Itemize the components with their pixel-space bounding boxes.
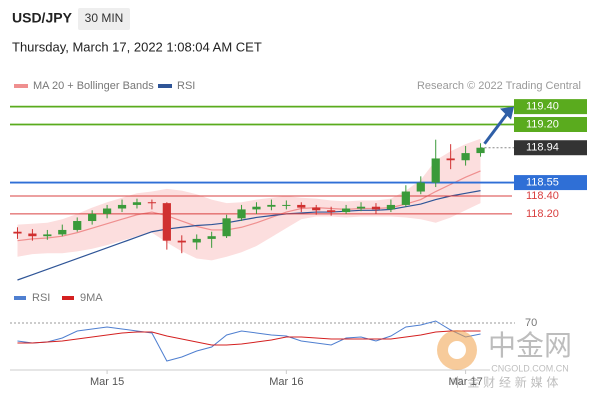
level-label: 119.40 xyxy=(526,101,559,113)
candle-body xyxy=(341,208,351,213)
candle-body xyxy=(297,204,306,208)
candle-body xyxy=(58,229,67,235)
candle-body xyxy=(222,218,231,237)
legend-label: RSI xyxy=(177,80,195,92)
candle-body xyxy=(401,191,410,205)
candle-body xyxy=(461,153,470,161)
forecast-arrow-head xyxy=(500,106,514,120)
legend-swatch xyxy=(14,84,28,88)
x-tick-label: Mar 17 xyxy=(448,376,482,388)
datetime: Thursday, March 17, 2022 1:08:04 AM CET xyxy=(12,39,262,54)
candle-body xyxy=(416,182,425,192)
candle-body xyxy=(207,236,216,239)
candle-body xyxy=(356,206,366,209)
candle-body xyxy=(28,233,37,237)
watermark-tagline: 中 金 财 经 新 媒 体 xyxy=(452,375,559,390)
indicator-line xyxy=(17,330,481,346)
y-tick-label: 70 xyxy=(525,317,537,329)
timeframe-box xyxy=(78,8,130,30)
level-label-box xyxy=(514,175,587,191)
candle-body xyxy=(132,202,142,205)
x-tick-label: Mar 16 xyxy=(269,376,303,388)
candle-body xyxy=(237,209,246,219)
level-label: 118.20 xyxy=(526,208,559,220)
level-label-box xyxy=(514,140,587,156)
candle-body xyxy=(88,213,97,222)
level-label: 118.55 xyxy=(526,176,559,188)
candle-body xyxy=(13,231,22,234)
candle-body xyxy=(371,206,381,210)
candle-body xyxy=(117,204,127,209)
candle-body xyxy=(147,202,157,204)
level-label-box xyxy=(514,116,587,132)
credit: Research © 2022 Trading Central xyxy=(417,80,581,92)
candle-body xyxy=(102,208,112,214)
candle-body xyxy=(312,207,321,211)
level-label: 118.40 xyxy=(526,190,559,202)
level-label: 119.20 xyxy=(526,118,559,130)
level-label-box xyxy=(514,99,587,115)
watermark: 中金网 CNGOLD.COM.CN 中 金 财 经 新 媒 体 xyxy=(437,329,572,390)
candle-body xyxy=(177,240,186,243)
forecast-arrow xyxy=(483,111,510,145)
symbol: USD/JPY xyxy=(12,10,73,26)
candle-body xyxy=(327,210,336,213)
legend-swatch xyxy=(14,296,26,300)
legend-label: RSI xyxy=(32,292,50,304)
bollinger-band xyxy=(17,138,481,261)
watermark-domain: CNGOLD.COM.CN xyxy=(491,363,569,373)
candle-body xyxy=(73,221,82,230)
candle-body xyxy=(43,234,52,237)
watermark-logo xyxy=(448,341,466,359)
indicator-line xyxy=(17,320,481,362)
ma-line xyxy=(17,190,481,281)
legend-label: 9MA xyxy=(80,292,103,304)
candle-body xyxy=(162,203,171,241)
candle-body xyxy=(192,238,201,243)
candle-body xyxy=(476,147,485,154)
timeframe: 30 MIN xyxy=(85,11,124,25)
legend-swatch xyxy=(158,84,172,88)
watermark-name: 中金网 xyxy=(488,329,572,362)
candle-body xyxy=(446,158,455,161)
legend-label: MA 20 + Bollinger Bands xyxy=(33,80,154,92)
level-label: 118.94 xyxy=(526,142,559,154)
legend-swatch xyxy=(62,296,74,300)
candle-body xyxy=(431,158,440,183)
x-tick-label: Mar 15 xyxy=(90,376,124,388)
candle-body xyxy=(252,206,261,210)
candle-body xyxy=(267,204,276,207)
candle-body xyxy=(282,204,291,206)
candle-body xyxy=(386,204,396,210)
